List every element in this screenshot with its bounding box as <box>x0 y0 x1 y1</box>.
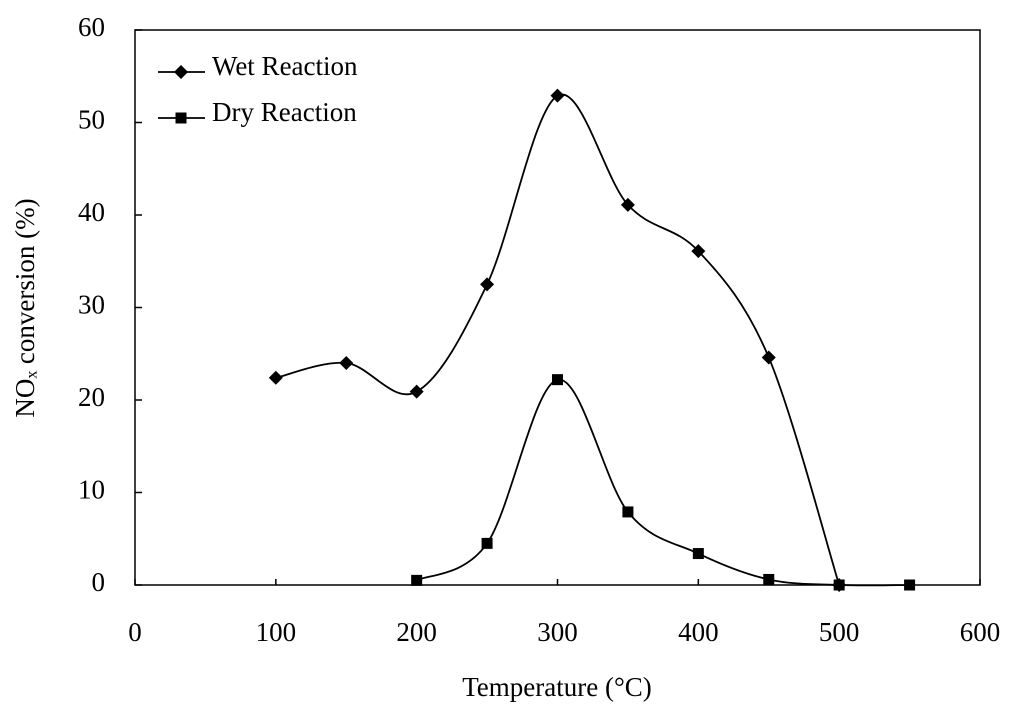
marker <box>620 197 635 212</box>
marker <box>691 244 706 259</box>
legend-marker <box>175 112 187 124</box>
marker <box>480 277 495 292</box>
x-tick-label: 0 <box>128 617 142 647</box>
marker <box>622 506 634 518</box>
x-tick-label: 300 <box>537 617 578 647</box>
series-line <box>416 378 910 587</box>
x-tick-label: 400 <box>678 617 719 647</box>
x-axis-label: Temperature (°C) <box>462 672 652 702</box>
marker <box>268 370 283 385</box>
marker <box>409 384 424 399</box>
y-tick-label: 30 <box>78 290 105 320</box>
x-tick-label: 100 <box>256 617 297 647</box>
x-tick-label: 600 <box>960 617 1001 647</box>
legend-label: Wet Reaction <box>212 51 358 81</box>
y-tick-label: 0 <box>92 567 106 597</box>
y-tick-label: 50 <box>78 105 105 135</box>
x-tick-label: 200 <box>396 617 437 647</box>
x-tick-label: 500 <box>819 617 860 647</box>
marker <box>904 579 916 591</box>
marker <box>763 573 775 585</box>
y-tick-label: 60 <box>78 12 105 42</box>
marker <box>481 537 493 549</box>
series-line <box>275 93 841 586</box>
y-axis-label: NOₓ conversion (%) <box>10 198 40 417</box>
marker <box>761 350 776 365</box>
marker <box>339 356 354 370</box>
marker <box>692 548 704 560</box>
y-tick-label: 40 <box>78 197 105 227</box>
y-tick-label: 10 <box>78 475 105 505</box>
marker <box>833 579 845 591</box>
marker <box>552 374 563 386</box>
y-tick-label: 20 <box>78 382 105 412</box>
legend-marker <box>174 65 188 79</box>
marker <box>550 88 565 103</box>
marker <box>411 574 423 586</box>
legend-label: Dry Reaction <box>212 97 357 127</box>
